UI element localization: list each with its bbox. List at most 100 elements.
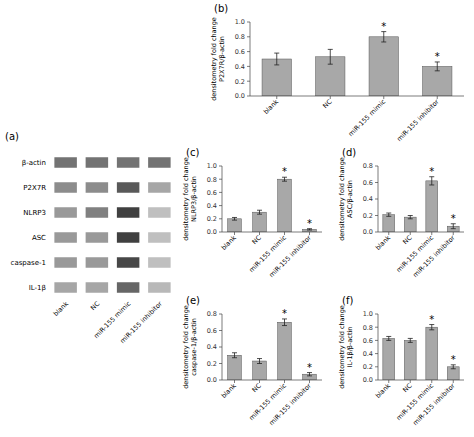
- error-bar: [307, 229, 312, 230]
- x-axis-line: [222, 232, 322, 233]
- text-line: densitometry fold change: [338, 157, 346, 241]
- marks: [228, 177, 317, 232]
- y-tick-label: 0.4: [363, 195, 373, 203]
- y-tick-label: 1.0: [235, 18, 245, 26]
- y-tick: [247, 66, 250, 67]
- band: [117, 182, 140, 193]
- y-tick-label: 0.0: [207, 228, 217, 236]
- bar: [303, 229, 317, 232]
- bar: [253, 212, 267, 232]
- error-cap: [232, 357, 237, 358]
- band: [86, 282, 109, 293]
- band: [117, 157, 140, 168]
- y-tick-label: 0.2: [235, 78, 245, 86]
- row-label: β-actin: [22, 159, 46, 167]
- text-line: P2X7R/β-actin: [218, 36, 226, 82]
- y-axis-line: [222, 166, 223, 232]
- y-tick: [247, 96, 250, 97]
- significance-star: *: [429, 166, 434, 177]
- error-line: [284, 319, 285, 326]
- error-cap: [381, 41, 386, 42]
- bar: [228, 219, 242, 232]
- error-line: [453, 224, 454, 229]
- heatmap-panel: (a)β-actinP2X7RNLRP3ASCcaspase-1IL-1βbla…: [5, 131, 171, 345]
- y-tick-label: 0.0: [363, 228, 373, 236]
- y-tick: [375, 215, 378, 216]
- band: [148, 282, 171, 293]
- error-line: [410, 216, 411, 219]
- y-tick-label: 0.0: [207, 376, 217, 384]
- y-tick-label: 0.8: [207, 310, 217, 318]
- x-tick-label: miR-155 mimic: [347, 97, 388, 138]
- x-axis-line: [378, 232, 464, 233]
- error-cap: [274, 53, 279, 54]
- x-tick-label: miR-155 inhibitor: [268, 382, 314, 428]
- x-tick: [309, 380, 310, 383]
- error-cap: [232, 352, 237, 353]
- error-cap: [307, 230, 312, 231]
- x-tick-label: NC: [251, 233, 264, 246]
- y-tick-label: 0.4: [207, 202, 217, 210]
- y-tick: [219, 232, 222, 233]
- y-tick: [375, 232, 378, 233]
- error-line: [259, 210, 260, 214]
- x-tick-label: NC: [401, 381, 414, 394]
- y-tick: [219, 166, 222, 167]
- y-axis-line: [378, 314, 379, 380]
- x-tick: [383, 96, 384, 99]
- bar: [369, 37, 398, 96]
- x-tick-label: miR-155 inhibitor: [395, 98, 441, 144]
- error-cap: [435, 70, 440, 71]
- error-cap: [282, 181, 287, 182]
- x-axis-line: [378, 380, 464, 381]
- error-line: [276, 53, 277, 65]
- y-tick-label: 0.6: [207, 189, 217, 197]
- error-line: [259, 359, 260, 364]
- y-tick: [375, 353, 378, 354]
- x-tick-label: NC: [401, 233, 414, 246]
- band: [117, 282, 140, 293]
- x-tick-label: blank: [220, 234, 238, 252]
- significance-star: *: [429, 314, 434, 325]
- x-tick: [234, 380, 235, 383]
- y-axis-label: densitometry fold changeP2X7R/β-actin: [210, 17, 226, 101]
- bar: [426, 181, 438, 232]
- error-cap: [386, 336, 391, 337]
- x-tick-label: miR-155 mimic: [395, 381, 436, 422]
- error-cap: [257, 210, 262, 211]
- x-tick-label: miR-155 mimic: [395, 233, 436, 274]
- column-label: NC: [89, 299, 102, 312]
- band: [86, 232, 109, 243]
- error-cap: [386, 340, 391, 341]
- column-label: blank: [52, 300, 70, 318]
- bar: [423, 66, 452, 96]
- y-tick: [375, 182, 378, 183]
- error-bar: [451, 224, 456, 229]
- y-tick-label: 0.8: [235, 33, 245, 41]
- x-tick-label: blank: [220, 382, 238, 400]
- error-cap: [386, 216, 391, 217]
- y-tick-label: 0.2: [363, 363, 373, 371]
- error-bar: [257, 210, 262, 214]
- x-tick-label: miR-155 inhibitor: [411, 382, 457, 428]
- bar: [262, 59, 291, 96]
- text-line: densitometry fold change: [182, 157, 190, 241]
- y-axis-label: densitometry fold changeIL-1β/β-actin: [338, 305, 354, 389]
- error-bar: [386, 213, 391, 216]
- error-cap: [257, 363, 262, 364]
- x-tick: [437, 96, 438, 99]
- band: [86, 207, 109, 218]
- error-bar: [257, 359, 262, 364]
- error-cap: [451, 368, 456, 369]
- x-tick-label: blank: [262, 98, 280, 116]
- band: [117, 257, 140, 268]
- error-bar: [408, 338, 413, 342]
- error-cap: [307, 375, 312, 376]
- y-tick-label: 0.2: [207, 360, 217, 368]
- text-line: densitometry fold change: [338, 305, 346, 389]
- x-tick: [388, 380, 389, 383]
- error-cap: [451, 228, 456, 229]
- error-line: [431, 177, 432, 185]
- bar-panel: (c)0.00.20.40.60.81.0densitometry fold c…: [182, 147, 322, 279]
- band: [54, 282, 77, 293]
